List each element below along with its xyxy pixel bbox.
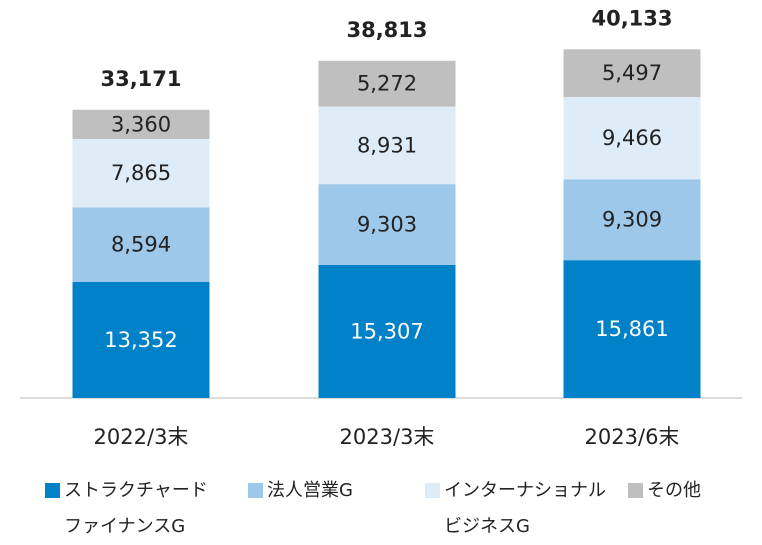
legend-swatch	[425, 483, 440, 498]
bar-segment	[563, 49, 701, 98]
total-label: 33,171	[100, 67, 181, 91]
data-label: 9,466	[602, 126, 662, 150]
data-label: 7,865	[111, 161, 171, 185]
legend-swatch	[628, 483, 643, 498]
legend-label: その他	[647, 480, 701, 501]
bar-segment	[72, 281, 210, 398]
data-label: 3,360	[111, 112, 171, 136]
bar-segment	[318, 60, 456, 107]
x-tick-label: 2023/3末	[340, 425, 435, 449]
legend-swatch	[248, 483, 263, 498]
total-label: 38,813	[346, 18, 427, 42]
legend-item: 法人営業G	[248, 473, 407, 509]
bar-segment	[318, 184, 456, 265]
bar-segment	[72, 138, 210, 208]
data-label: 13,352	[104, 328, 177, 352]
data-label: 8,931	[357, 133, 417, 157]
plot: 13,352 8,594 7,865 3,360 33,171 2022/3末 15,307…	[20, 6, 742, 449]
legend-item: インターナショナルビジネスG	[425, 473, 619, 545]
data-label: 15,307	[350, 319, 423, 343]
x-tick-label: 2023/6末	[585, 425, 680, 449]
data-label: 9,303	[357, 213, 417, 237]
legend-item: ストラクチャードファイナンスG	[45, 473, 216, 545]
legend-label: インターナショナルビジネスG	[444, 480, 606, 537]
data-label: 9,309	[602, 208, 662, 232]
legend-label: 法人営業G	[267, 480, 353, 501]
data-label: 5,497	[602, 61, 662, 85]
bar-segment	[563, 97, 701, 180]
data-label: 5,272	[357, 72, 417, 96]
bar-segment	[318, 106, 456, 185]
bar-segment	[563, 260, 701, 398]
total-label: 40,133	[591, 6, 672, 30]
legend-swatch	[45, 483, 60, 498]
bar-segment	[72, 109, 210, 139]
bar-segment	[318, 264, 456, 398]
legend-label: ストラクチャードファイナンスG	[64, 480, 208, 537]
data-label: 15,861	[595, 317, 668, 341]
legend-item: その他	[628, 473, 762, 509]
x-tick-label: 2022/3末	[94, 425, 189, 449]
bar-segment	[72, 207, 210, 282]
data-label: 8,594	[111, 233, 171, 257]
bar-segment	[563, 179, 701, 261]
